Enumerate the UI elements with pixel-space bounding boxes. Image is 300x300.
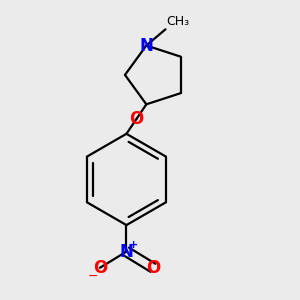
Text: N: N	[119, 243, 134, 261]
Text: +: +	[129, 240, 138, 250]
Text: −: −	[87, 270, 98, 283]
Text: O: O	[93, 259, 107, 277]
Text: O: O	[129, 110, 143, 128]
Text: CH₃: CH₃	[166, 15, 189, 28]
Text: O: O	[146, 259, 160, 277]
Text: N: N	[140, 37, 153, 55]
